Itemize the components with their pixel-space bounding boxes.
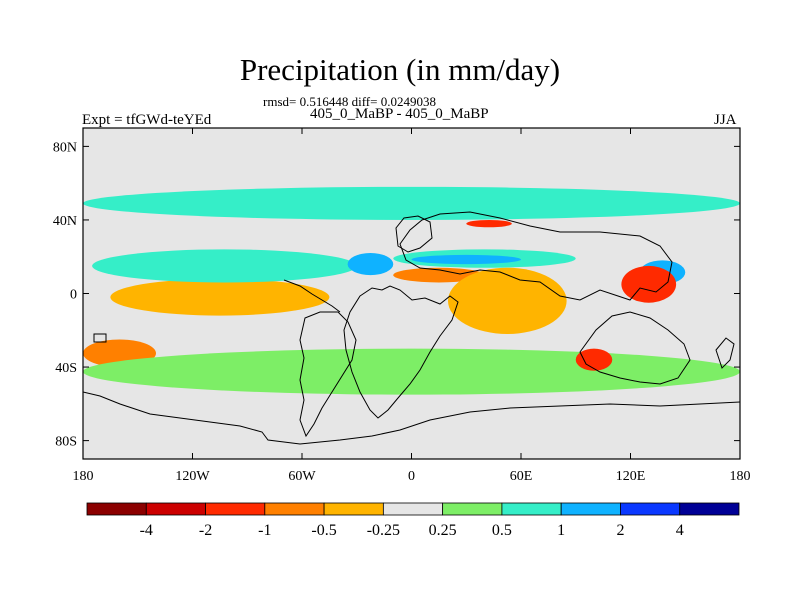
- colorbar-swatch-0: [86, 502, 147, 516]
- colorbar-swatch-3: [264, 502, 325, 516]
- x-axis: 180 120W 60W 0 60E 120E 180: [73, 128, 751, 484]
- antarctica-outline: [83, 391, 740, 445]
- y-axis: 80N 40N 0 40S 80S: [53, 140, 740, 450]
- south-america-outline: [299, 311, 357, 438]
- colorbar-label-0: -4: [140, 522, 153, 539]
- comparison-label: 405_0_MaBP - 405_0_MaBP: [310, 106, 489, 122]
- colorbar-label-3: -0.5: [311, 522, 336, 539]
- europe-outline: [395, 215, 433, 253]
- chart-title: Precipitation (in mm/day): [239, 52, 561, 87]
- experiment-label: Expt = tfGWd-teYEd: [82, 112, 212, 128]
- y-tick-label-4: 80S: [55, 435, 77, 450]
- colorbar-label-4: -0.25: [367, 522, 400, 539]
- colorbar-label-2: -1: [258, 522, 271, 539]
- colorbar-label-1: -2: [199, 522, 212, 539]
- colorbar-label-9: 4: [676, 522, 684, 539]
- y-tick-label-3: 40S: [55, 361, 77, 376]
- colorbar-swatch-8: [560, 502, 621, 516]
- colorbar-swatch-1: [145, 502, 206, 516]
- colorbar-swatch-5: [382, 502, 444, 516]
- colorbar-label-7: 1: [557, 522, 565, 539]
- precip-region-18: [83, 348, 740, 395]
- season-label: JJA: [714, 112, 737, 128]
- australia-outline: [579, 311, 691, 385]
- y-tick-label-0: 80N: [53, 140, 77, 155]
- x-tick-label-5: 120E: [616, 469, 646, 484]
- x-tick-label-2: 60W: [288, 469, 316, 484]
- precip-region-15: [621, 265, 677, 303]
- colorbar-label-6: 0.5: [492, 522, 512, 539]
- chart-subtitle: rmsd= 0.516448 diff= 0.0249038: [263, 94, 436, 109]
- y-tick-label-1: 40N: [53, 214, 77, 229]
- new-zealand-outline: [715, 337, 735, 369]
- colorbar-swatch-7: [501, 502, 562, 516]
- precip-region-6: [347, 253, 394, 276]
- colorbar: -4 -2 -1 -0.5 -0.25 0.25 0.5 1 2 4: [86, 502, 740, 539]
- x-tick-label-3: 0: [408, 469, 415, 484]
- colorbar-swatch-10: [679, 502, 740, 516]
- y-tick-label-2: 0: [70, 288, 77, 303]
- asia-outline: [399, 211, 673, 301]
- x-tick-label-0: 180: [73, 469, 94, 484]
- x-tick-label-4: 60E: [510, 469, 533, 484]
- precip-region-5: [92, 249, 357, 283]
- precip-region-2: [110, 278, 330, 316]
- x-tick-label-6: 180: [730, 469, 751, 484]
- central-america-outline: [283, 279, 341, 313]
- colorbar-label-8: 2: [616, 522, 624, 539]
- coastlines: [83, 211, 740, 445]
- precip-region-12: [411, 254, 521, 265]
- x-tick-label-1: 120W: [175, 469, 210, 484]
- africa-outline: [343, 285, 459, 419]
- colorbar-swatch-4: [323, 502, 384, 516]
- precip-region-19: [575, 348, 613, 371]
- precip-region-7: [393, 267, 485, 283]
- colorbar-swatch-2: [205, 502, 266, 516]
- precip-region-13: [466, 219, 512, 228]
- pacific-island-outline: [93, 333, 107, 343]
- colorbar-swatch-9: [620, 502, 681, 516]
- precip-region-16: [83, 186, 740, 220]
- colorbar-label-5: 0.25: [429, 522, 457, 539]
- precip-region-10: [448, 267, 567, 334]
- colorbar-swatch-6: [442, 502, 503, 516]
